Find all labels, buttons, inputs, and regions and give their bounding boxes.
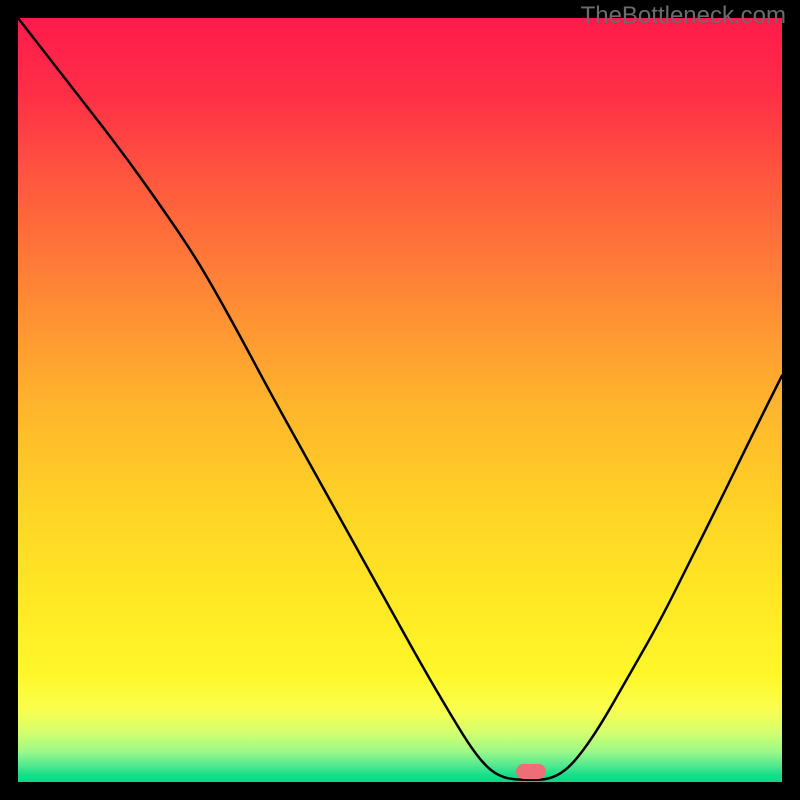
bottleneck-curve [18,18,782,782]
watermark-label: TheBottleneck.com [581,2,786,30]
optimal-marker [516,764,546,779]
plot-area [18,18,782,782]
